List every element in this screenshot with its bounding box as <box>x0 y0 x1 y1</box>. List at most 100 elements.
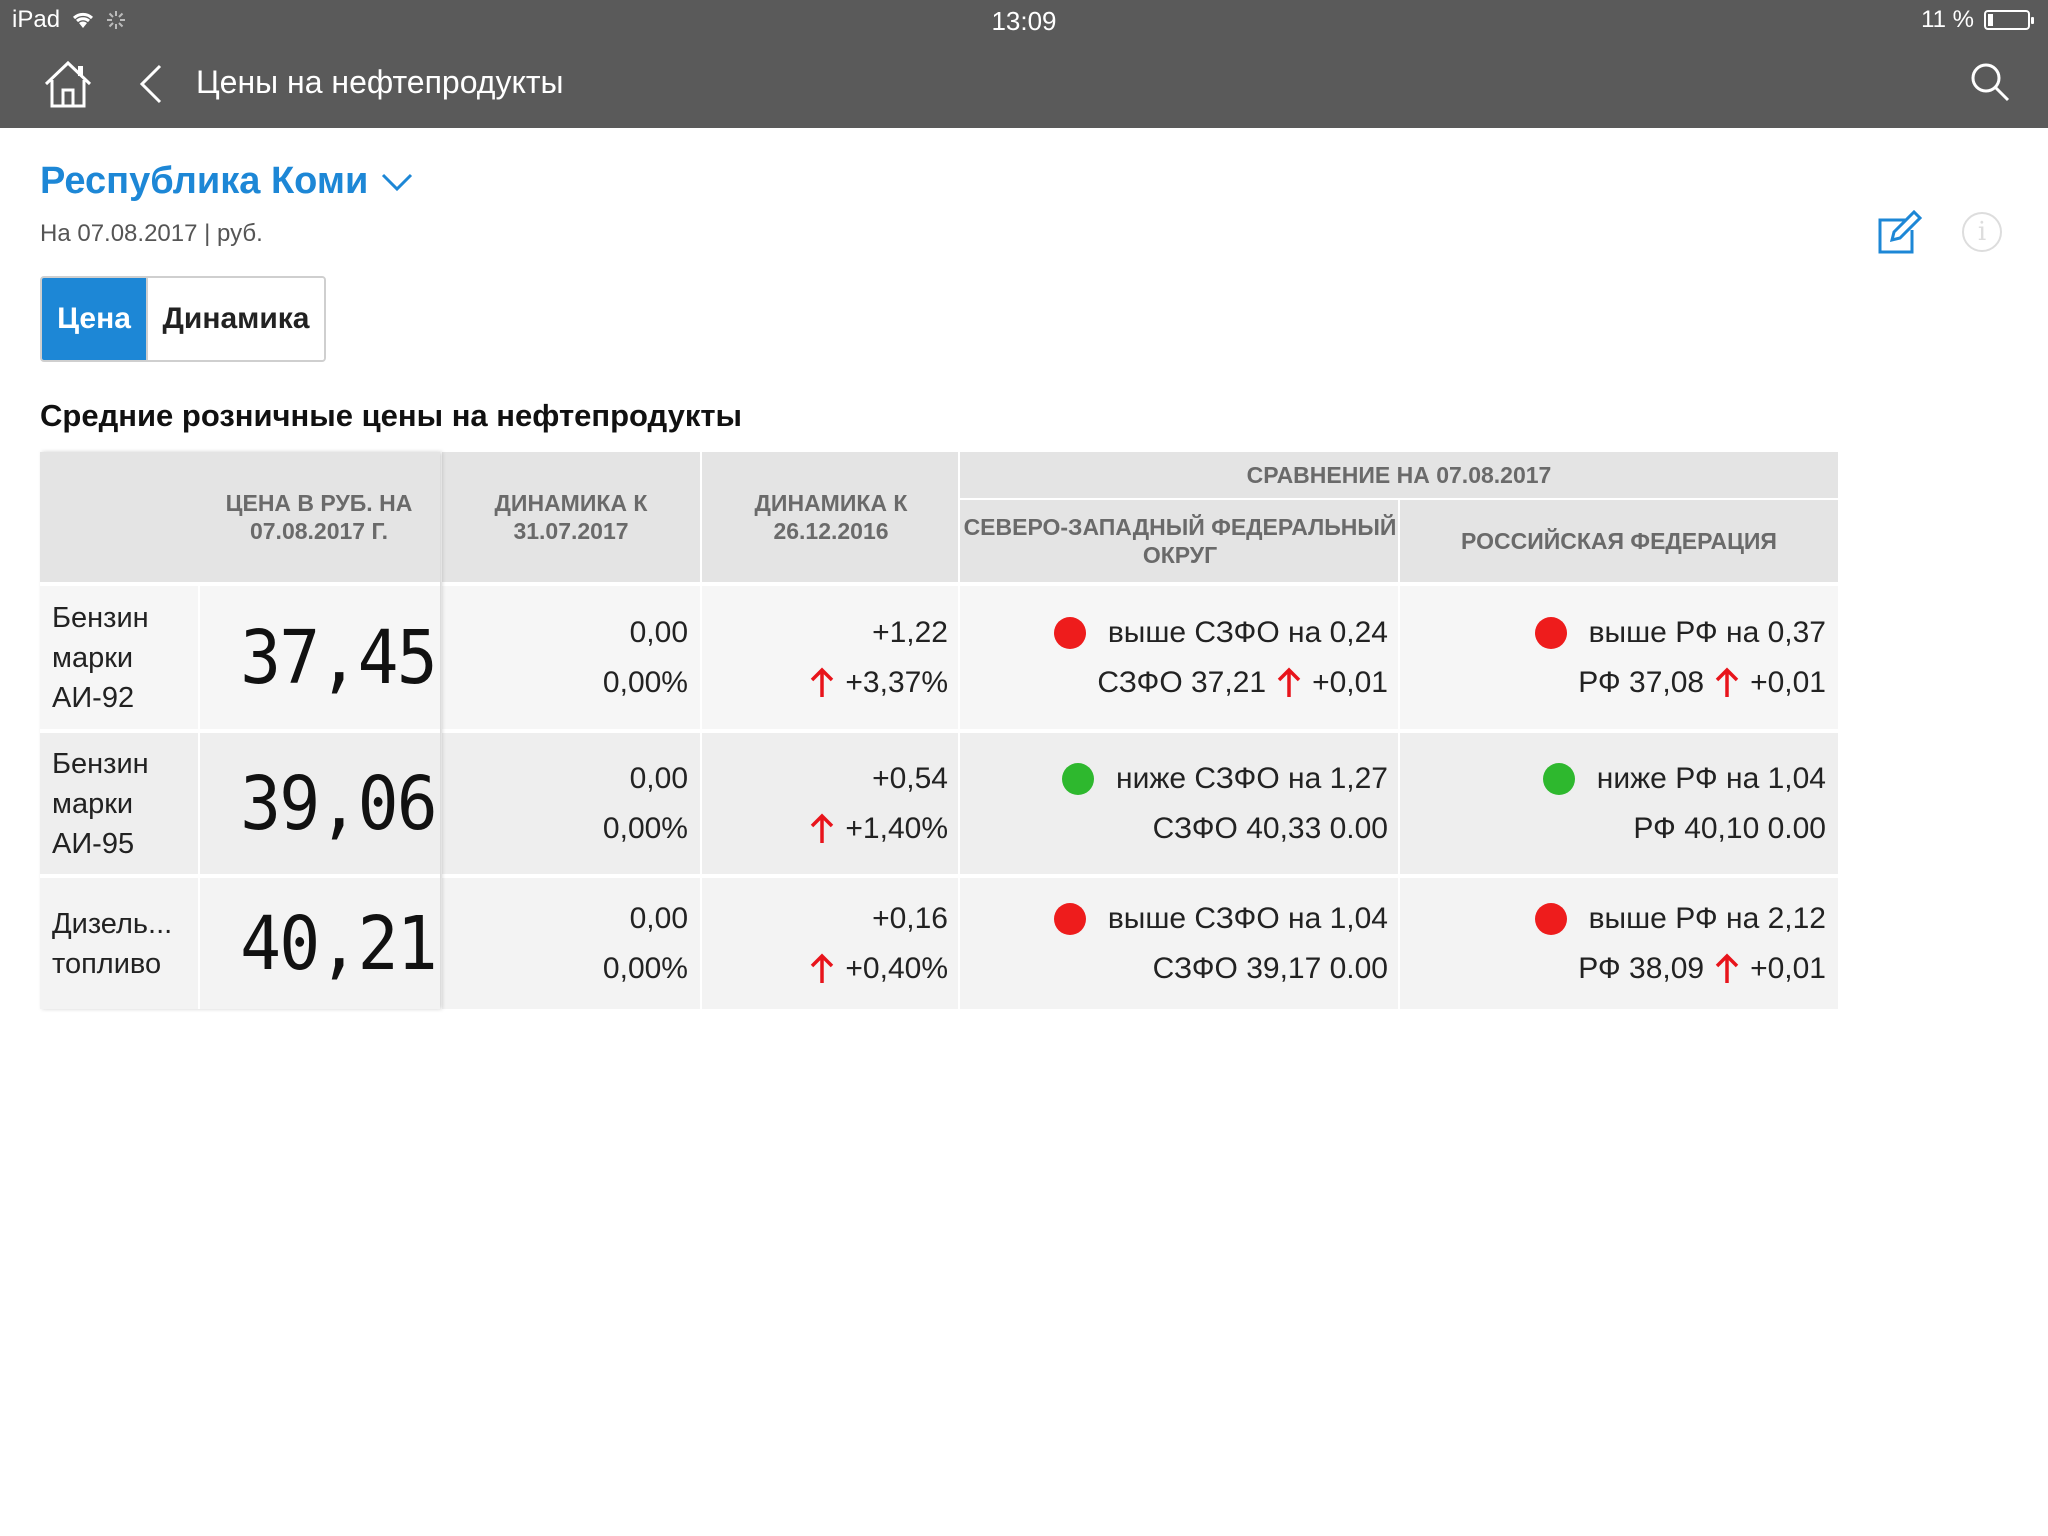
szfo-delta: +0,01 <box>1312 665 1388 699</box>
dyn2-abs: +1,22 <box>872 615 948 649</box>
table-row[interactable]: Бензин марки АИ-92 37,45 0,00 0,00% +1,2… <box>40 582 1838 729</box>
arrow-up-icon <box>811 953 834 983</box>
szfo-value-line: СЗФО 40,33 0.00 <box>1153 804 1388 854</box>
chevron-left-icon[interactable] <box>136 62 166 106</box>
rf-label: РФ 38,09 <box>1578 951 1705 985</box>
header-rf: РОССИЙСКАЯ ФЕДЕРАЦИЯ <box>1461 528 1777 554</box>
rf-status-line: выше РФ на 0,37 <box>1534 608 1826 658</box>
header-dyn2: ДИНАМИКА К 26.12.2016 <box>754 490 908 544</box>
section-title: Средние розничные цены на нефтепродукты <box>40 398 743 433</box>
szfo-cell: выше СЗФО на 1,04 СЗФО 39,17 0.00 <box>960 878 1400 1009</box>
divider <box>440 878 442 1009</box>
wifi-icon <box>73 12 94 28</box>
rf-status-line: ниже РФ на 1,04 <box>1542 754 1826 804</box>
dyn1-pct: 0,00% <box>602 951 688 985</box>
battery-icon <box>1984 10 2034 30</box>
status-right: 11 % <box>1921 6 2034 34</box>
szfo-value-line: СЗФО 39,17 0.00 <box>1153 944 1388 994</box>
status-dot-red <box>1053 902 1086 935</box>
rf-value-line: РФ 37,08 +0,01 <box>1578 658 1826 708</box>
status-dot-red <box>1534 616 1567 649</box>
rf-delta: +0,01 <box>1750 665 1826 699</box>
szfo-status: ниже СЗФО на 1,27 <box>1116 761 1388 795</box>
arrow-up-icon <box>811 813 834 843</box>
product-name: Бензин марки АИ-95 <box>52 747 149 860</box>
table-header: ЦЕНА В РУБ. НА 07.08.2017 Г. ДИНАМИКА К … <box>40 452 1838 582</box>
divider <box>700 586 702 729</box>
rf-status-line: выше РФ на 2,12 <box>1534 894 1826 944</box>
header-price: ЦЕНА В РУБ. НА 07.08.2017 Г. <box>225 490 413 544</box>
divider <box>1398 500 1400 582</box>
edit-icon[interactable] <box>1876 210 1922 256</box>
szfo-cell: выше СЗФО на 0,24 СЗФО 37,21 +0,01 <box>960 586 1400 729</box>
activity-spinner-icon <box>107 11 126 29</box>
prices-table: ЦЕНА В РУБ. НА 07.08.2017 Г. ДИНАМИКА К … <box>40 452 1838 1009</box>
dyn2-pct: +3,37% <box>845 665 948 699</box>
rf-status: выше РФ на 0,37 <box>1588 615 1826 649</box>
table-row[interactable]: Бензин марки АИ-95 39,06 0,00 0,00% +0,5… <box>40 729 1838 874</box>
info-icon[interactable]: i <box>1962 212 2002 252</box>
divider <box>440 733 442 874</box>
status-left: iPad <box>12 6 126 34</box>
home-icon[interactable] <box>40 56 96 112</box>
rf-delta: +0,01 <box>1750 951 1826 985</box>
dyn1-cell: 0,00 0,00% <box>442 733 700 874</box>
table-row[interactable]: Дизель... топливо 40,21 0,00 0,00% +0,16… <box>40 874 1838 1009</box>
divider <box>700 878 702 1009</box>
rf-cell: ниже РФ на 1,04 РФ 40,10 0.00 <box>1400 733 1838 874</box>
divider <box>198 878 200 1009</box>
view-tabs: Цена Динамика <box>40 276 326 362</box>
szfo-status-line: выше СЗФО на 1,04 <box>1053 894 1388 944</box>
header-szfo: СЕВЕРО-ЗАПАДНЫЙ ФЕДЕРАЛЬНЫЙ ОКРУГ <box>963 514 1397 568</box>
status-dot-green <box>1062 762 1095 795</box>
region-selector[interactable]: Республика Коми <box>40 160 414 203</box>
dyn2-pct-line: +1,40% <box>809 804 948 854</box>
dyn2-pct-line: +0,40% <box>809 944 948 994</box>
clock: 13:09 <box>991 6 1057 36</box>
header-dyn1: ДИНАМИКА К 31.07.2017 <box>494 490 648 544</box>
rf-status: ниже РФ на 1,04 <box>1596 761 1826 795</box>
dyn1-pct: 0,00% <box>602 811 688 845</box>
arrow-up-icon <box>811 667 834 697</box>
tab-dynamics[interactable]: Динамика <box>146 278 324 360</box>
rf-cell: выше РФ на 2,12 РФ 38,09 +0,01 <box>1400 878 1838 1009</box>
rf-label: РФ 40,10 0.00 <box>1633 811 1826 845</box>
product-name: Дизель... топливо <box>52 907 173 980</box>
rf-label: РФ 37,08 <box>1578 665 1705 699</box>
rf-cell: выше РФ на 0,37 РФ 37,08 +0,01 <box>1400 586 1838 729</box>
product-price: 37,45 <box>240 614 438 701</box>
top-bar: iPad 13:09 11 % <box>0 0 2048 128</box>
status-dot-red <box>1534 902 1567 935</box>
product-price: 39,06 <box>240 760 438 847</box>
dyn2-cell: +1,22 +3,37% <box>702 586 960 729</box>
chevron-down-icon <box>382 173 413 191</box>
divider <box>700 452 702 582</box>
dyn1-abs: 0,00 <box>629 615 688 649</box>
divider <box>958 586 960 729</box>
dyn2-cell: +0,54 +1,40% <box>702 733 960 874</box>
szfo-value-line: СЗФО 37,21 +0,01 <box>1097 658 1388 708</box>
arrow-up-icon <box>1715 667 1739 697</box>
header-compare: СРАВНЕНИЕ НА 07.08.2017 <box>960 452 1838 500</box>
szfo-cell: ниже СЗФО на 1,27 СЗФО 40,33 0.00 <box>960 733 1400 874</box>
product-price: 40,21 <box>240 900 438 987</box>
divider <box>440 586 442 729</box>
rf-value-line: РФ 40,10 0.00 <box>1633 804 1826 854</box>
search-icon[interactable] <box>1968 60 2012 104</box>
szfo-label: СЗФО 37,21 <box>1097 665 1267 699</box>
rf-status: выше РФ на 2,12 <box>1588 901 1826 935</box>
nav-bar: Цены на нефтепродукты <box>0 40 2048 128</box>
divider <box>958 878 960 1009</box>
divider <box>198 586 200 729</box>
status-dot-red <box>1053 616 1086 649</box>
product-name: Бензин марки АИ-92 <box>52 601 149 714</box>
szfo-label: СЗФО 40,33 0.00 <box>1152 811 1388 845</box>
status-bar: iPad 13:09 11 % <box>0 0 2048 40</box>
dyn2-pct: +0,40% <box>845 951 948 985</box>
dyn1-abs: 0,00 <box>629 761 688 795</box>
device-label: iPad <box>12 6 61 33</box>
dyn2-abs: +0,54 <box>872 761 948 795</box>
tab-price[interactable]: Цена <box>42 278 146 360</box>
arrow-up-icon <box>1715 953 1739 983</box>
region-label: Республика Коми <box>40 160 369 202</box>
